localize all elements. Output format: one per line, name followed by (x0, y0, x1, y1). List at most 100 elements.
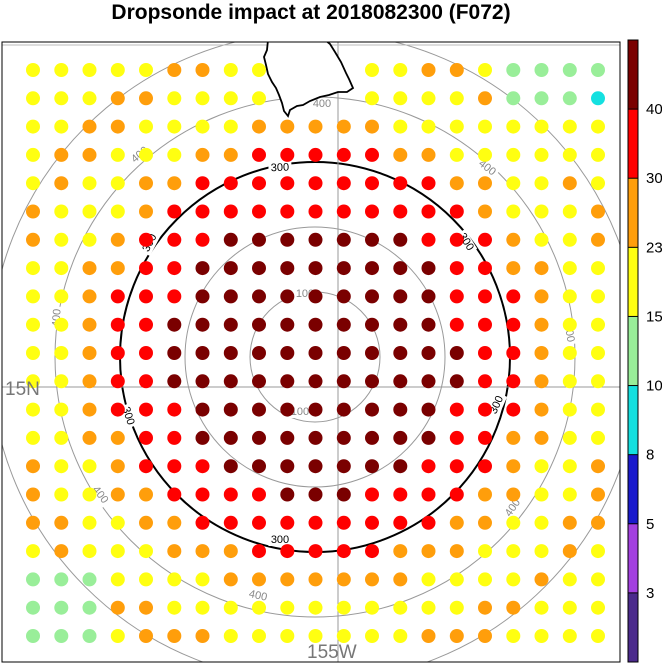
impact-dot (110, 459, 125, 474)
impact-dot (421, 402, 436, 417)
impact-dot (280, 317, 295, 332)
impact-dot (478, 232, 492, 247)
impact-dot (506, 176, 521, 191)
impact-dot (110, 515, 125, 530)
impact-dot (449, 261, 464, 276)
impact-dot (82, 459, 97, 474)
colorbar-segment (628, 109, 638, 179)
impact-dot (506, 600, 521, 615)
range-ring-label-bg (474, 156, 500, 180)
impact-dot (506, 515, 521, 530)
impact-dot (223, 63, 238, 77)
impact-dot (562, 119, 577, 134)
impact-dot (336, 261, 351, 276)
impact-dot (167, 289, 182, 304)
impact-dot (534, 515, 549, 530)
colorbar-label: 40 (646, 101, 662, 118)
impact-dot (223, 572, 238, 587)
impact-dot (478, 63, 492, 77)
impact-dot (506, 91, 521, 106)
impact-dot (308, 119, 323, 134)
impact-dot (110, 119, 125, 134)
map-title: Dropsonde impact at 2018082300 (F072) (111, 1, 511, 24)
impact-dot (252, 261, 266, 276)
impact-dot (562, 629, 577, 643)
impact-dot (308, 261, 323, 276)
impact-dot (82, 317, 97, 332)
impact-dot (308, 374, 323, 389)
impact-dot (195, 402, 210, 417)
impact-dot (252, 232, 266, 247)
impact-dot (336, 346, 351, 360)
impact-dot (449, 232, 464, 247)
colorbar-segment (628, 592, 638, 662)
impact-dot (195, 430, 210, 445)
impact-dot (393, 204, 408, 219)
impact-dot (393, 544, 408, 559)
impact-dot (421, 515, 436, 530)
impact-dot (195, 91, 210, 106)
colorbar-label: 10 (646, 378, 662, 395)
impact-dot (393, 629, 408, 643)
impact-dot (534, 317, 549, 332)
impact-dot (110, 91, 125, 106)
impact-dot (478, 402, 492, 417)
impact-dot (562, 261, 577, 276)
impact-dot (506, 430, 521, 445)
impact-dot (26, 204, 40, 219)
impact-dot (365, 572, 379, 587)
impact-dot (393, 317, 408, 332)
impact-dot (223, 317, 238, 332)
impact-dot (26, 459, 40, 474)
impact-dot (195, 176, 210, 191)
impact-dot (280, 204, 295, 219)
impact-dot (336, 317, 351, 332)
impact-dot (365, 119, 379, 134)
impact-dot (478, 515, 492, 530)
colorbar: 3 5 8 10 15 23 30 40 (627, 39, 662, 663)
impact-dot (562, 572, 577, 587)
impact-dot (449, 402, 464, 417)
impact-dot (223, 261, 238, 276)
impact-dot (591, 459, 605, 474)
impact-dot (139, 204, 153, 219)
impact-dot (506, 119, 521, 134)
impact-dot (167, 261, 182, 276)
impact-dot (195, 317, 210, 332)
impact-dot (54, 544, 69, 559)
impact-dot (252, 119, 266, 134)
impact-dot (280, 572, 295, 587)
impact-dot (195, 515, 210, 530)
impact-dot (110, 629, 125, 643)
impact-dot (365, 459, 379, 474)
colorbar-label: 8 (646, 447, 654, 464)
impact-dot (336, 629, 351, 643)
impact-dot (365, 515, 379, 530)
impact-dot (449, 176, 464, 191)
impact-dot (562, 459, 577, 474)
impact-dot (308, 544, 323, 559)
impact-dot (591, 515, 605, 530)
impact-dot (591, 402, 605, 417)
range-ring-label-bg (245, 587, 271, 605)
impact-dot (82, 544, 97, 559)
impact-dot (421, 232, 436, 247)
impact-dot (478, 572, 492, 587)
impact-dot (478, 176, 492, 191)
impact-dot (110, 232, 125, 247)
impact-dot (449, 317, 464, 332)
impact-dot (591, 600, 605, 615)
impact-dot (252, 204, 266, 219)
impact-dot (478, 289, 492, 304)
impact-dot (280, 261, 295, 276)
impact-dot (280, 374, 295, 389)
impact-dot (421, 629, 436, 643)
impact-dot (393, 119, 408, 134)
impact-dot (167, 147, 182, 162)
impact-dot (478, 430, 492, 445)
impact-dot (54, 346, 69, 360)
impact-dot (54, 629, 69, 643)
impact-dot (252, 374, 266, 389)
impact-dot (478, 374, 492, 389)
impact-dot (534, 629, 549, 643)
